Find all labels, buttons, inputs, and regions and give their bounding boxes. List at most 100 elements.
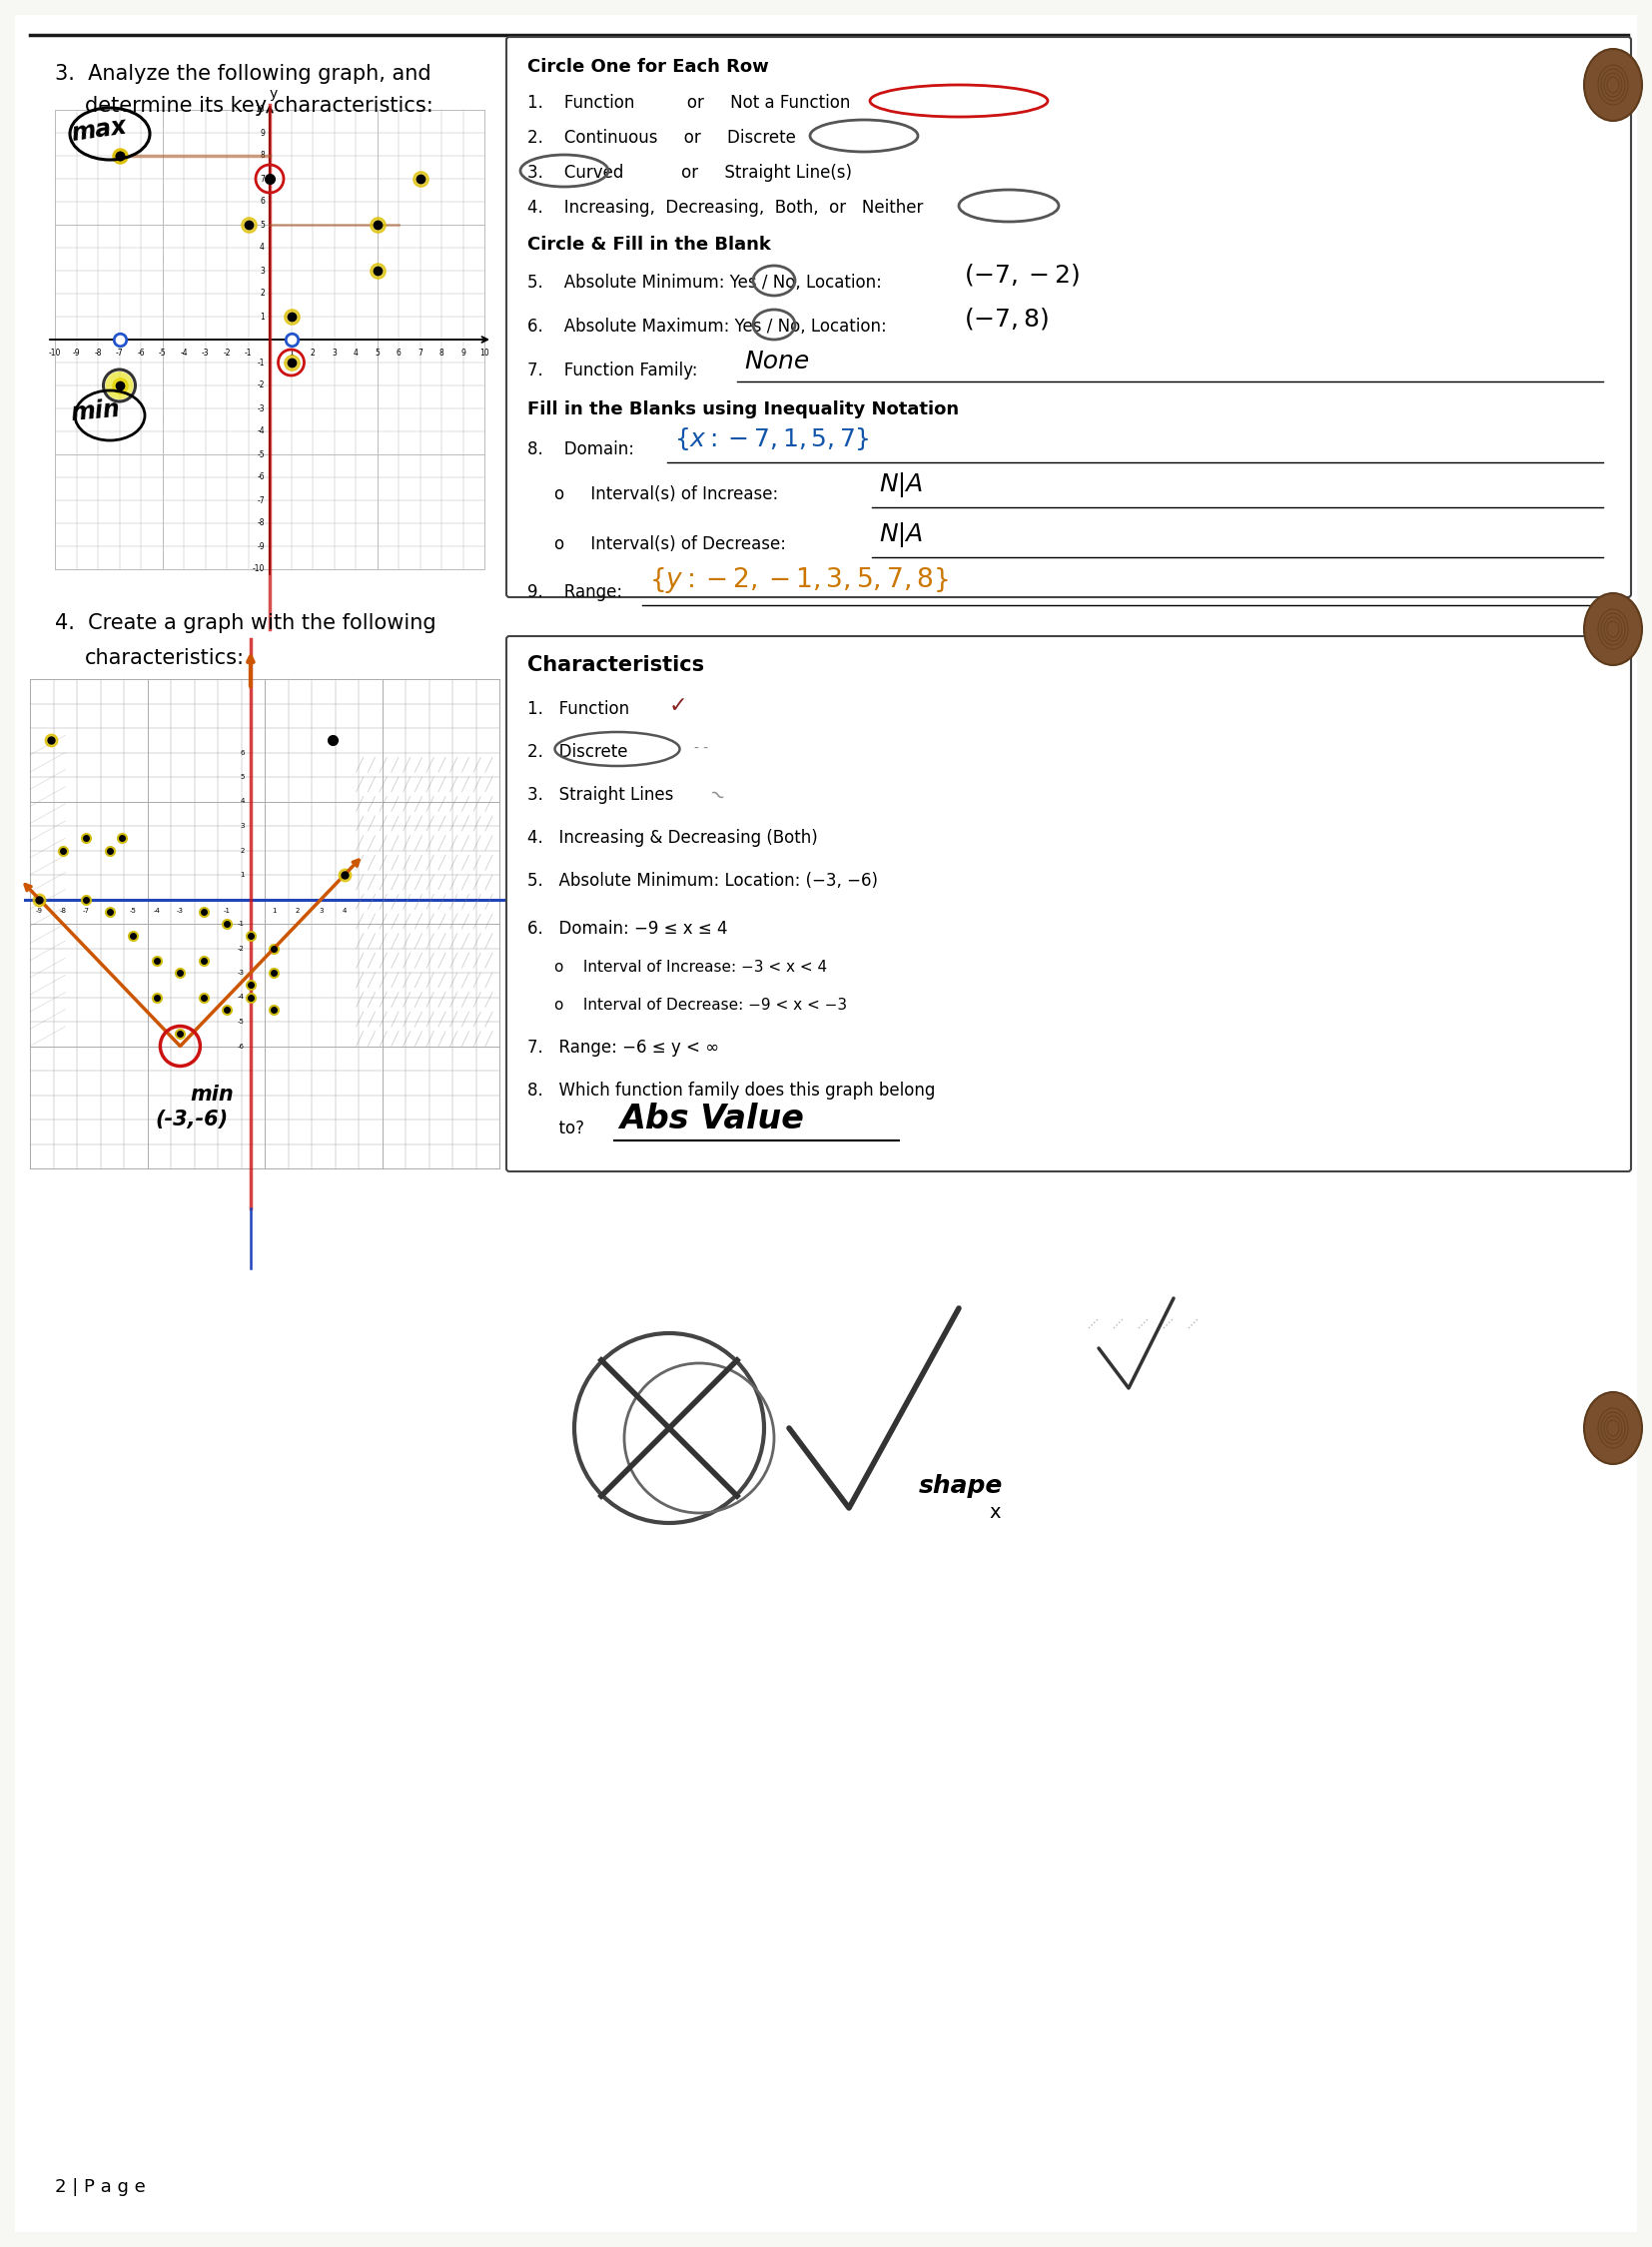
Text: -2: -2 [223, 348, 231, 357]
Text: 7: 7 [418, 348, 423, 357]
Text: 3.   Straight Lines: 3. Straight Lines [527, 786, 674, 804]
Text: -1: -1 [244, 348, 253, 357]
Text: 1.   Function: 1. Function [527, 701, 629, 719]
Text: - -: - - [694, 742, 709, 755]
Text: y: y [269, 88, 278, 101]
Text: -2: -2 [258, 382, 264, 391]
Text: -5: -5 [159, 348, 167, 357]
Text: 10: 10 [479, 348, 489, 357]
Text: Circle & Fill in the Blank: Circle & Fill in the Blank [527, 236, 771, 254]
Text: -8: -8 [94, 348, 102, 357]
Text: 2: 2 [296, 908, 299, 915]
Text: shape: shape [919, 1474, 1003, 1499]
Text: 5.    Absolute Minimum: Yes / No, Location:: 5. Absolute Minimum: Yes / No, Location: [527, 274, 882, 292]
Text: 1: 1 [259, 312, 264, 321]
Text: characteristics:: characteristics: [84, 647, 244, 667]
Text: 9: 9 [259, 128, 264, 137]
Text: 8: 8 [439, 348, 444, 357]
Text: 2: 2 [259, 290, 264, 299]
FancyBboxPatch shape [15, 16, 1637, 2231]
Text: 4: 4 [354, 348, 358, 357]
Text: -3: -3 [202, 348, 210, 357]
Text: 2.    Continuous     or     Discrete: 2. Continuous or Discrete [527, 128, 796, 146]
Text: min: min [190, 1085, 235, 1106]
Text: 2.   Discrete: 2. Discrete [527, 744, 628, 762]
Text: 6.    Absolute Maximum: Yes / No, Location:: 6. Absolute Maximum: Yes / No, Location: [527, 317, 887, 335]
Text: -7: -7 [116, 348, 124, 357]
Text: $\{y: -2,-1,3,5,7,8\}$: $\{y: -2,-1,3,5,7,8\}$ [649, 566, 948, 595]
Text: -8: -8 [59, 908, 66, 915]
Text: Fill in the Blanks using Inequality Notation: Fill in the Blanks using Inequality Nota… [527, 400, 958, 418]
Text: 9: 9 [461, 348, 466, 357]
Text: -3: -3 [238, 971, 244, 975]
Text: 3: 3 [259, 265, 264, 274]
Text: 1.    Function          or     Not a Function: 1. Function or Not a Function [527, 94, 851, 112]
Text: -4: -4 [258, 427, 264, 436]
Text: $(-7, -2)$: $(-7, -2)$ [963, 263, 1079, 288]
Text: o    Interval of Decrease: −9 < x < −3: o Interval of Decrease: −9 < x < −3 [555, 998, 847, 1013]
Text: determine its key characteristics:: determine its key characteristics: [84, 97, 433, 117]
Text: Abs Value: Abs Value [620, 1103, 805, 1135]
Ellipse shape [1584, 593, 1642, 665]
Text: -3: -3 [177, 908, 183, 915]
Text: 8.    Domain:: 8. Domain: [527, 440, 634, 458]
Text: 7.    Function Family:: 7. Function Family: [527, 362, 697, 380]
Text: o     Interval(s) of Decrease:: o Interval(s) of Decrease: [555, 535, 786, 553]
Text: -2: -2 [200, 908, 206, 915]
Text: -9: -9 [258, 542, 264, 551]
Text: 5: 5 [240, 773, 244, 780]
Text: 7.   Range: −6 ≤ y < ∞: 7. Range: −6 ≤ y < ∞ [527, 1038, 719, 1056]
Text: 1: 1 [289, 348, 294, 357]
Text: 4: 4 [342, 908, 347, 915]
Text: ~: ~ [704, 784, 729, 809]
Text: -6: -6 [137, 348, 145, 357]
Text: 10: 10 [254, 106, 264, 115]
Text: -2: -2 [238, 946, 244, 950]
Text: -1: -1 [223, 908, 231, 915]
Text: 3: 3 [240, 822, 244, 829]
Text: 4.  Create a graph with the following: 4. Create a graph with the following [55, 613, 436, 634]
FancyBboxPatch shape [507, 636, 1631, 1171]
Text: -5: -5 [258, 449, 264, 458]
Text: 5.   Absolute Minimum: Location: (−3, −6): 5. Absolute Minimum: Location: (−3, −6) [527, 872, 877, 890]
Text: 2: 2 [311, 348, 316, 357]
Text: N|A: N|A [879, 521, 923, 548]
Text: 8: 8 [259, 151, 264, 160]
Text: o    Interval of Increase: −3 < x < 4: o Interval of Increase: −3 < x < 4 [555, 959, 828, 975]
Text: o     Interval(s) of Increase:: o Interval(s) of Increase: [555, 485, 778, 503]
Text: -3: -3 [258, 404, 264, 413]
Text: to?: to? [527, 1119, 585, 1137]
Text: 5: 5 [375, 348, 380, 357]
FancyBboxPatch shape [507, 36, 1631, 598]
Text: 2: 2 [240, 847, 244, 854]
Text: 4.    Increasing,  Decreasing,  Both,  or   Neither: 4. Increasing, Decreasing, Both, or Neit… [527, 198, 923, 216]
Text: $\{x: -7, 1, 5, 7\}$: $\{x: -7, 1, 5, 7\}$ [674, 425, 869, 452]
Text: 9.    Range:: 9. Range: [527, 584, 623, 602]
Text: -10: -10 [50, 348, 61, 357]
Text: 3: 3 [319, 908, 324, 915]
Ellipse shape [1584, 49, 1642, 121]
Text: -6: -6 [106, 908, 114, 915]
Text: -4: -4 [238, 993, 244, 1000]
Text: -6: -6 [258, 472, 264, 481]
Text: -4: -4 [180, 348, 188, 357]
Ellipse shape [1584, 1393, 1642, 1465]
Text: -1: -1 [238, 921, 244, 926]
Text: x: x [990, 1503, 1001, 1521]
Text: -4: -4 [154, 908, 160, 915]
Text: 6: 6 [240, 750, 244, 755]
Text: 7: 7 [259, 175, 264, 184]
Text: $(-7, 8)$: $(-7, 8)$ [963, 306, 1049, 333]
Text: 4: 4 [259, 243, 264, 252]
Text: 1: 1 [240, 872, 244, 879]
Text: -10: -10 [253, 564, 264, 573]
Text: (-3,-6): (-3,-6) [155, 1110, 228, 1130]
Text: -8: -8 [258, 519, 264, 528]
Text: None: None [743, 351, 809, 373]
Text: 1: 1 [273, 908, 276, 915]
Text: 4.   Increasing & Decreasing (Both): 4. Increasing & Decreasing (Both) [527, 829, 818, 847]
Text: min: min [69, 398, 121, 425]
Text: Characteristics: Characteristics [527, 656, 704, 674]
Text: -7: -7 [258, 497, 264, 506]
Text: 6: 6 [259, 198, 264, 207]
